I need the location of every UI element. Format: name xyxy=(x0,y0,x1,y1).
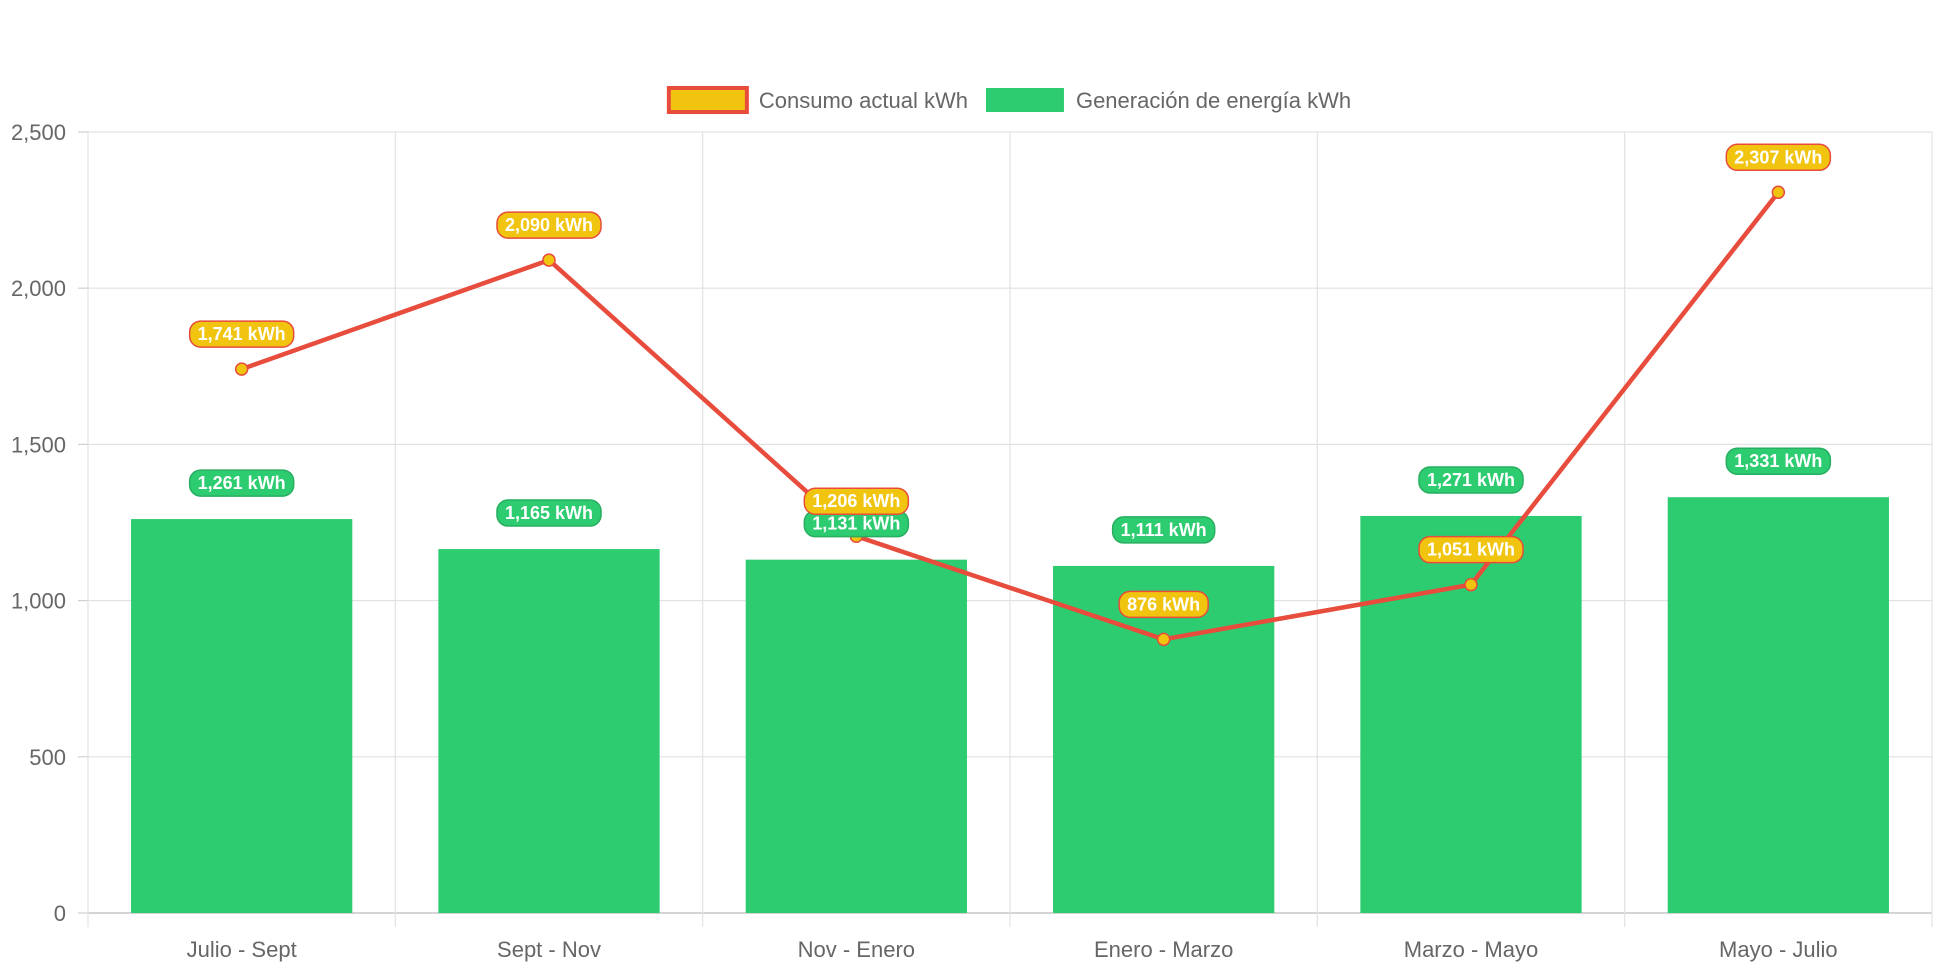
legend-swatch xyxy=(666,86,749,114)
legend-label: Generación de energía kWh xyxy=(1076,88,1351,113)
x-tick-label: Julio - Sept xyxy=(187,937,297,962)
line-point xyxy=(234,362,249,376)
bar-data-label-background xyxy=(1111,516,1216,544)
line-data-label-text: 2,307 kWh xyxy=(1734,147,1822,167)
bar-data-label-background xyxy=(188,469,295,497)
x-tick-label: Nov - Enero xyxy=(798,937,915,962)
y-tick-label: 1,000 xyxy=(11,589,66,614)
bar-data-label-background xyxy=(1418,466,1524,494)
legend-item: Generación de energía kWh xyxy=(985,88,1351,113)
bar xyxy=(1053,565,1275,913)
y-tick-label: 2,500 xyxy=(11,120,66,145)
bar-data-label: 1,271 kWh xyxy=(1418,466,1524,494)
bar-data-label-background xyxy=(496,499,602,527)
line-data-label: 1,741 kWh xyxy=(188,320,295,348)
line-data-label-text: 1,206 kWh xyxy=(812,491,900,511)
y-axis: 0 500 1,000 1,500 2,000 2,500 xyxy=(11,120,66,926)
bar-data-label-text: 1,271 kWh xyxy=(1427,470,1515,490)
x-tick-label: Marzo - Mayo xyxy=(1404,937,1538,962)
line-data-label: 1,051 kWh xyxy=(1418,535,1524,564)
y-tick-label: 0 xyxy=(54,901,66,926)
bar xyxy=(745,559,967,913)
x-tick-label: Sept - Nov xyxy=(497,937,601,962)
line-data-label-text: 1,741 kWh xyxy=(198,324,286,344)
bar-data-label: 1,165 kWh xyxy=(496,499,602,527)
x-tick-label: Mayo - Julio xyxy=(1719,937,1838,962)
bar-data-label: 1,111 kWh xyxy=(1111,516,1216,544)
bar-data-label-text: 1,131 kWh xyxy=(812,514,900,534)
bar xyxy=(1667,497,1889,913)
bar-data-label-text: 1,261 kWh xyxy=(198,473,286,493)
line-data-label-background xyxy=(1725,143,1832,172)
y-tick-label: 2,000 xyxy=(11,276,66,301)
line-data-label-text: 876 kWh xyxy=(1127,594,1200,614)
bar-data-label: 1,331 kWh xyxy=(1725,447,1832,475)
line-point xyxy=(1464,577,1478,592)
line-point xyxy=(1156,632,1171,647)
line-data-label-background xyxy=(496,211,602,239)
bar xyxy=(438,549,660,913)
line-data-label: 876 kWh xyxy=(1118,590,1209,619)
bar xyxy=(131,519,353,913)
line-point xyxy=(542,253,556,267)
bar-data-label-text: 1,111 kWh xyxy=(1121,520,1207,540)
bar-data-label-text: 1,331 kWh xyxy=(1734,451,1822,471)
bar-data-label: 1,131 kWh xyxy=(803,509,910,538)
grid xyxy=(78,131,1933,927)
legend-item: Consumo actual kWh xyxy=(666,86,968,114)
x-axis: Julio - Sept Sept - Nov Nov - Enero Enero -… xyxy=(187,937,1838,962)
line-data-label-background xyxy=(1418,535,1524,564)
legend-label: Consumo actual kWh xyxy=(759,88,968,113)
line-data-label-text: 2,090 kWh xyxy=(505,215,593,235)
bar-data-label: 1,261 kWh xyxy=(188,469,295,497)
line-data-label-text: 1,051 kWh xyxy=(1427,540,1515,560)
y-tick-label: 500 xyxy=(29,745,66,770)
bar xyxy=(1360,515,1582,913)
bar-data-label-text: 1,165 kWh xyxy=(505,503,593,523)
line-data-label: 2,307 kWh xyxy=(1725,143,1832,172)
line-data-label-background xyxy=(803,487,910,515)
line-data-label-background xyxy=(1118,590,1209,619)
x-tick-label: Enero - Marzo xyxy=(1094,937,1233,962)
line-data-label-background xyxy=(188,320,295,348)
line-data-label: 1,206 kWh xyxy=(803,487,910,515)
line-data-label: 2,090 kWh xyxy=(496,211,602,239)
data-labels: 1,261 kWh 1,165 kWh 1,131 kWh 1,111 kWh 1,27… xyxy=(188,143,1832,619)
line-point xyxy=(1771,185,1786,200)
y-tick-label: 1,500 xyxy=(11,432,66,457)
line-path xyxy=(240,190,1781,642)
legend: Consumo actual kWh Generación de energía … xyxy=(666,86,1351,114)
bar-series xyxy=(131,497,1889,913)
bar-data-label-background xyxy=(1725,447,1832,475)
legend-swatch xyxy=(985,88,1064,112)
